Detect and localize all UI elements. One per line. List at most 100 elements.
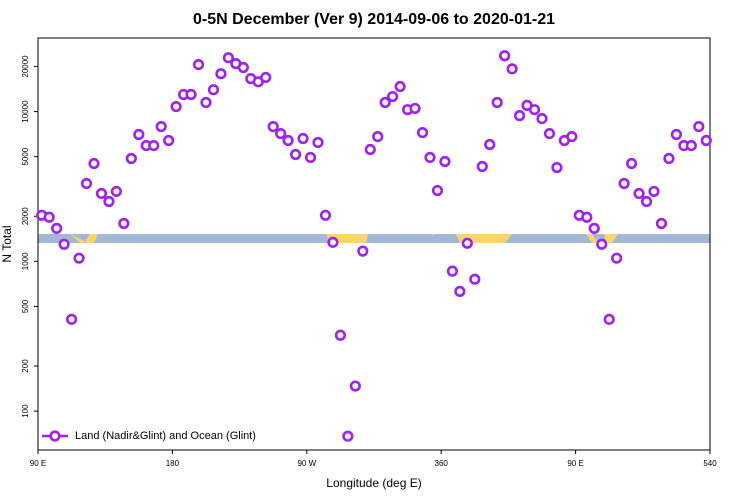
data-point: [51, 222, 63, 234]
data-point: [633, 187, 645, 200]
data-point: [484, 138, 496, 151]
data-point: [513, 110, 526, 122]
land-region: [586, 234, 618, 243]
data-point: [603, 313, 615, 325]
data-point: [133, 128, 145, 141]
data-point: [424, 151, 436, 164]
data-point: [611, 252, 623, 264]
ocean-band: [38, 234, 710, 243]
y-tick-label: 5000: [21, 147, 30, 165]
data-point: [192, 58, 205, 71]
data-point: [275, 127, 287, 140]
x-tick-label: 90 E: [567, 459, 583, 468]
x-tick-label: 540: [703, 459, 717, 468]
data-point: [349, 380, 361, 392]
data-point: [693, 120, 705, 133]
data-point: [58, 238, 70, 250]
data-point: [185, 88, 197, 101]
data-point: [65, 313, 78, 325]
data-point: [528, 104, 541, 116]
data-point: [237, 61, 249, 74]
data-point: [110, 185, 122, 198]
x-tick-label: 180: [166, 459, 180, 468]
data-point: [581, 211, 593, 223]
y-tick-label: 20000: [21, 55, 30, 78]
data-point: [566, 130, 578, 143]
x-tick-label: 90 W: [297, 459, 316, 468]
data-point: [267, 120, 279, 133]
data-point: [88, 157, 100, 170]
x-tick-label: 90 E: [30, 459, 46, 468]
data-point: [364, 143, 376, 156]
land-ocean-band: [38, 234, 710, 243]
y-tick-label: 200: [21, 359, 30, 373]
y-tick-label: 2000: [21, 207, 30, 225]
data-point: [685, 139, 697, 152]
data-point: [588, 222, 600, 234]
data-point: [655, 217, 668, 230]
data-point: [670, 128, 683, 141]
data-point: [379, 96, 391, 109]
data-point: [596, 238, 608, 250]
data-point: [372, 130, 384, 143]
data-point: [80, 177, 93, 190]
data-point: [342, 430, 354, 442]
data-point: [95, 187, 108, 200]
data-point: [491, 96, 503, 109]
data-point: [551, 161, 563, 174]
data-point: [543, 127, 556, 140]
data-point: [640, 195, 653, 208]
data-point: [648, 185, 660, 198]
data-point: [73, 252, 85, 264]
data-point: [155, 120, 167, 133]
data-point: [207, 84, 220, 96]
data-point: [409, 102, 421, 115]
data-point: [290, 148, 302, 161]
y-tick-label: 500: [21, 299, 30, 313]
data-point: [469, 273, 481, 285]
data-point: [327, 236, 339, 248]
data-point: [387, 90, 399, 103]
data-point: [222, 52, 234, 64]
data-point: [618, 177, 630, 190]
data-point: [148, 139, 160, 152]
data-point: [312, 136, 324, 149]
data-point: [446, 265, 459, 277]
data-point: [506, 63, 518, 75]
data-point: [215, 68, 227, 80]
x-tick-label: 360: [435, 459, 449, 468]
data-point: [536, 112, 548, 125]
data-point: [416, 126, 429, 139]
land-region: [70, 234, 98, 243]
legend-label: Land (Nadir&Glint) and Ocean (Glint): [75, 430, 256, 442]
data-point: [476, 160, 488, 173]
y-axis-label: N Total: [0, 225, 14, 262]
data-point: [319, 209, 332, 221]
data-point: [200, 96, 212, 109]
data-point: [282, 134, 294, 147]
data-point: [260, 71, 272, 84]
data-point: [625, 157, 638, 170]
data-point: [297, 132, 309, 145]
data-point: [125, 152, 137, 165]
land-region: [432, 234, 512, 243]
y-tick-label: 10000: [21, 100, 30, 123]
data-point: [334, 329, 347, 341]
data-point: [663, 152, 675, 165]
data-point: [461, 237, 473, 249]
data-point: [170, 100, 182, 113]
x-axis-label: Longitude (deg E): [326, 476, 421, 490]
data-point: [43, 211, 55, 223]
data-point: [439, 155, 451, 168]
data-point: [700, 134, 712, 147]
legend-marker: [49, 430, 61, 442]
data-point: [394, 80, 406, 93]
data-point: [431, 184, 444, 197]
chart-title: 0-5N December (Ver 9) 2014-09-06 to 2020…: [193, 11, 555, 28]
data-point: [499, 50, 511, 62]
y-tick-label: 1000: [21, 252, 30, 270]
data-point: [304, 151, 317, 164]
data-point: [357, 245, 369, 257]
data-point: [163, 134, 175, 147]
